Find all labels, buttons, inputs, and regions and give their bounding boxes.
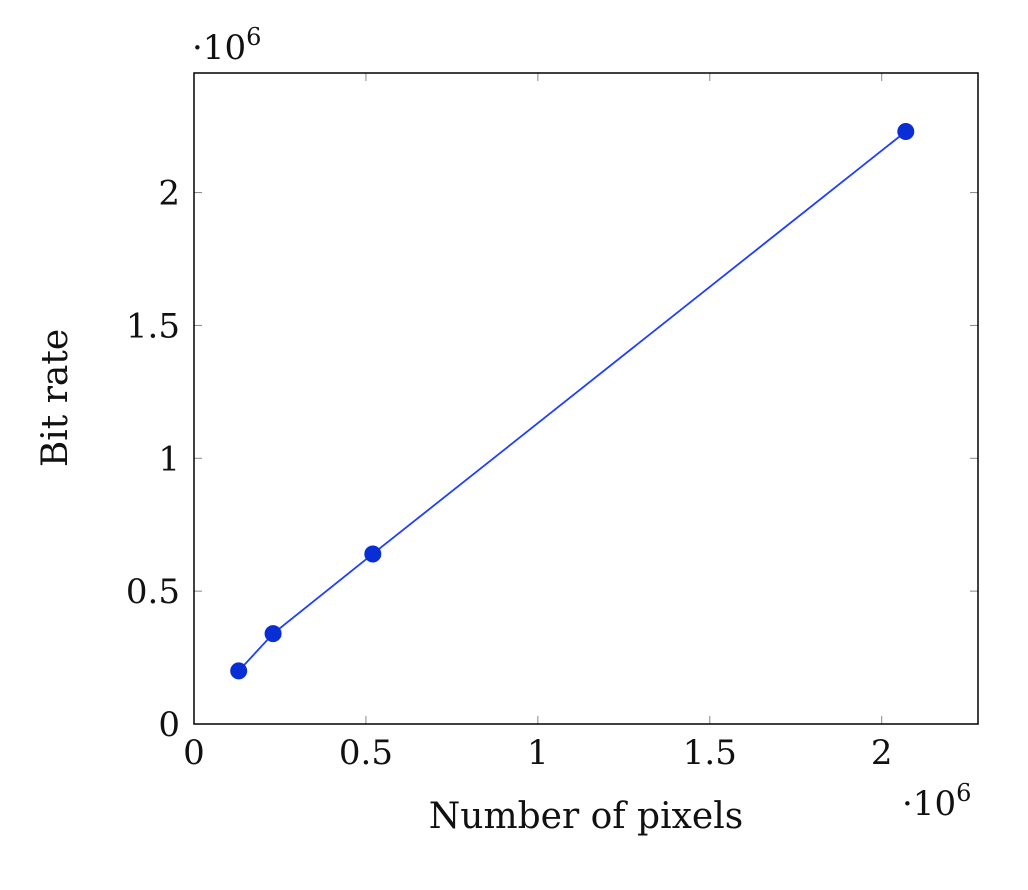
x-tick-label-1: 0.5 — [339, 733, 393, 773]
y-axis-title: Bit rate — [35, 329, 76, 467]
x-tick-label-2: 1 — [527, 733, 549, 773]
y-tick-label-3: 1.5 — [126, 306, 180, 346]
series-line-0 — [238, 130, 907, 672]
data-point-3 — [897, 122, 915, 140]
ticks-layer: 0 0.5 1 1.5 2 0 0.5 1 1.5 2 — [126, 73, 978, 773]
y-tick-label-4: 2 — [158, 174, 180, 214]
y-tick-label-2: 1 — [158, 439, 180, 479]
series-layer — [230, 122, 915, 680]
y-tick-label-0: 0 — [158, 705, 180, 745]
data-point-2 — [364, 545, 382, 563]
x-tick-label-0: 0 — [183, 733, 205, 773]
x-tick-label-4: 2 — [871, 733, 893, 773]
x-axis-title: Number of pixels — [429, 796, 743, 837]
data-point-0 — [230, 662, 248, 680]
y-axis-scale-label: ·106 — [192, 23, 261, 68]
data-point-1 — [264, 625, 282, 643]
x-axis-scale-label: ·106 — [902, 779, 971, 824]
y-tick-label-1: 0.5 — [126, 572, 180, 612]
x-tick-label-3: 1.5 — [683, 733, 737, 773]
plot-area-frame — [193, 72, 979, 725]
